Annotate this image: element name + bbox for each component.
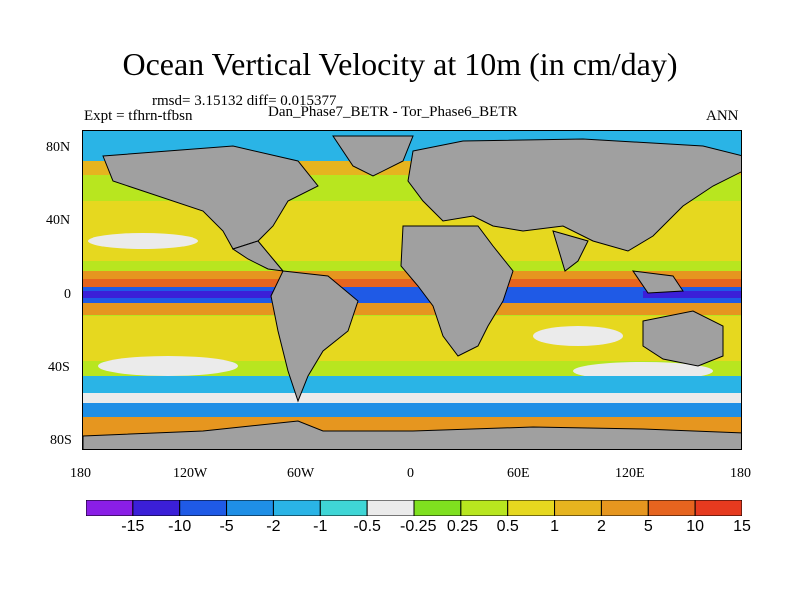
colorbar-swatch — [554, 500, 602, 516]
colorbar-label: -0.25 — [400, 518, 437, 535]
lat-label-80n: 80N — [46, 140, 71, 155]
colorbar-swatch — [272, 500, 321, 516]
colorbar-swatch — [86, 500, 134, 516]
colorbar-swatch — [460, 500, 509, 516]
lat-label-40s: 40S — [48, 360, 70, 375]
ocean-patch-neutral-2 — [533, 326, 623, 346]
colorbar-label: 5 — [643, 518, 653, 535]
colorbar-label: 0.25 — [446, 518, 478, 535]
map-panel — [82, 130, 742, 450]
ocean-band-equator-pacific-purple — [83, 291, 298, 298]
lat-label-40n: 40N — [46, 213, 71, 228]
lat-label-0: 0 — [64, 287, 71, 302]
colorbar-label: 0.5 — [496, 518, 519, 535]
colorbar — [86, 500, 742, 516]
plot-title: Ocean Vertical Velocity at 10m (in cm/da… — [122, 46, 678, 82]
colorbar-swatch — [694, 500, 742, 516]
colorbar-swatch — [226, 500, 274, 516]
experiment-label: Expt = tfhrn-tfbsn — [84, 108, 193, 124]
land-australia — [642, 310, 724, 367]
colorbar-label: 15 — [733, 518, 751, 535]
colorbar-swatch — [132, 500, 181, 516]
colorbar-label: 10 — [686, 518, 705, 535]
ocean-band-equator-west-pacific-purple — [643, 291, 741, 298]
ocean-band-south-subtropics — [83, 316, 741, 361]
land-africa — [400, 225, 514, 357]
lon-label-60w: 60W — [287, 466, 315, 481]
southern-ocean-cyan-band — [83, 376, 741, 396]
lat-label-80s: 80S — [50, 433, 72, 448]
land-india — [552, 230, 589, 272]
ocean-patch-neutral-1 — [98, 356, 238, 376]
colorbar-swatches — [86, 500, 742, 516]
land-greenland — [332, 135, 414, 177]
colorbar-swatch — [507, 500, 556, 516]
ocean-field-map — [83, 131, 741, 449]
colorbar-swatch — [366, 500, 415, 516]
season-label: ANN — [706, 108, 739, 124]
lon-label-60e: 60E — [507, 466, 530, 481]
lon-label-120e: 120E — [615, 466, 645, 481]
colorbar-swatch — [179, 500, 228, 516]
ocean-patch-neutral-3 — [573, 362, 713, 380]
colorbar-label: -10 — [168, 518, 192, 535]
colorbar-swatch — [413, 500, 462, 516]
land-antarctica — [83, 420, 741, 449]
ocean-patch-neutral-4 — [88, 233, 198, 249]
case-label: Dan_Phase7_BETR - Tor_Phase6_BETR — [268, 104, 518, 120]
land-south-america — [270, 270, 359, 403]
southern-ocean-blue-band — [83, 403, 741, 417]
colorbar-label: -1 — [313, 518, 328, 535]
colorbar-swatch — [647, 500, 696, 516]
ocean-band-equatorial-red — [83, 279, 741, 287]
colorbar-label: -0.5 — [353, 518, 381, 535]
colorbar-label: 1 — [550, 518, 560, 535]
land-eurasia — [407, 138, 741, 252]
colorbar-swatch — [319, 500, 368, 516]
land-masses — [83, 135, 741, 449]
lon-label-180w: 180 — [70, 466, 91, 481]
lon-label-180e: 180 — [730, 466, 751, 481]
ocean-band-south-equatorial — [83, 303, 741, 315]
colorbar-label: 2 — [596, 518, 606, 535]
colorbar-label: -2 — [266, 518, 281, 535]
colorbar-labels: -15 -10 -5 -2 -1 -0.5 -0.25 0.25 0.5 1 2 5 10 15 — [86, 518, 751, 542]
colorbar-swatch — [600, 500, 649, 516]
southern-ocean-white-band — [83, 393, 741, 403]
lon-label-0: 0 — [407, 466, 414, 481]
colorbar-label: -5 — [219, 518, 234, 535]
land-maritime-continent — [631, 270, 684, 294]
colorbar-label: -15 — [121, 518, 145, 535]
lon-label-120w: 120W — [173, 466, 208, 481]
stats-label: rmsd= 3.15132 diff= 0.015377 — [152, 93, 337, 109]
